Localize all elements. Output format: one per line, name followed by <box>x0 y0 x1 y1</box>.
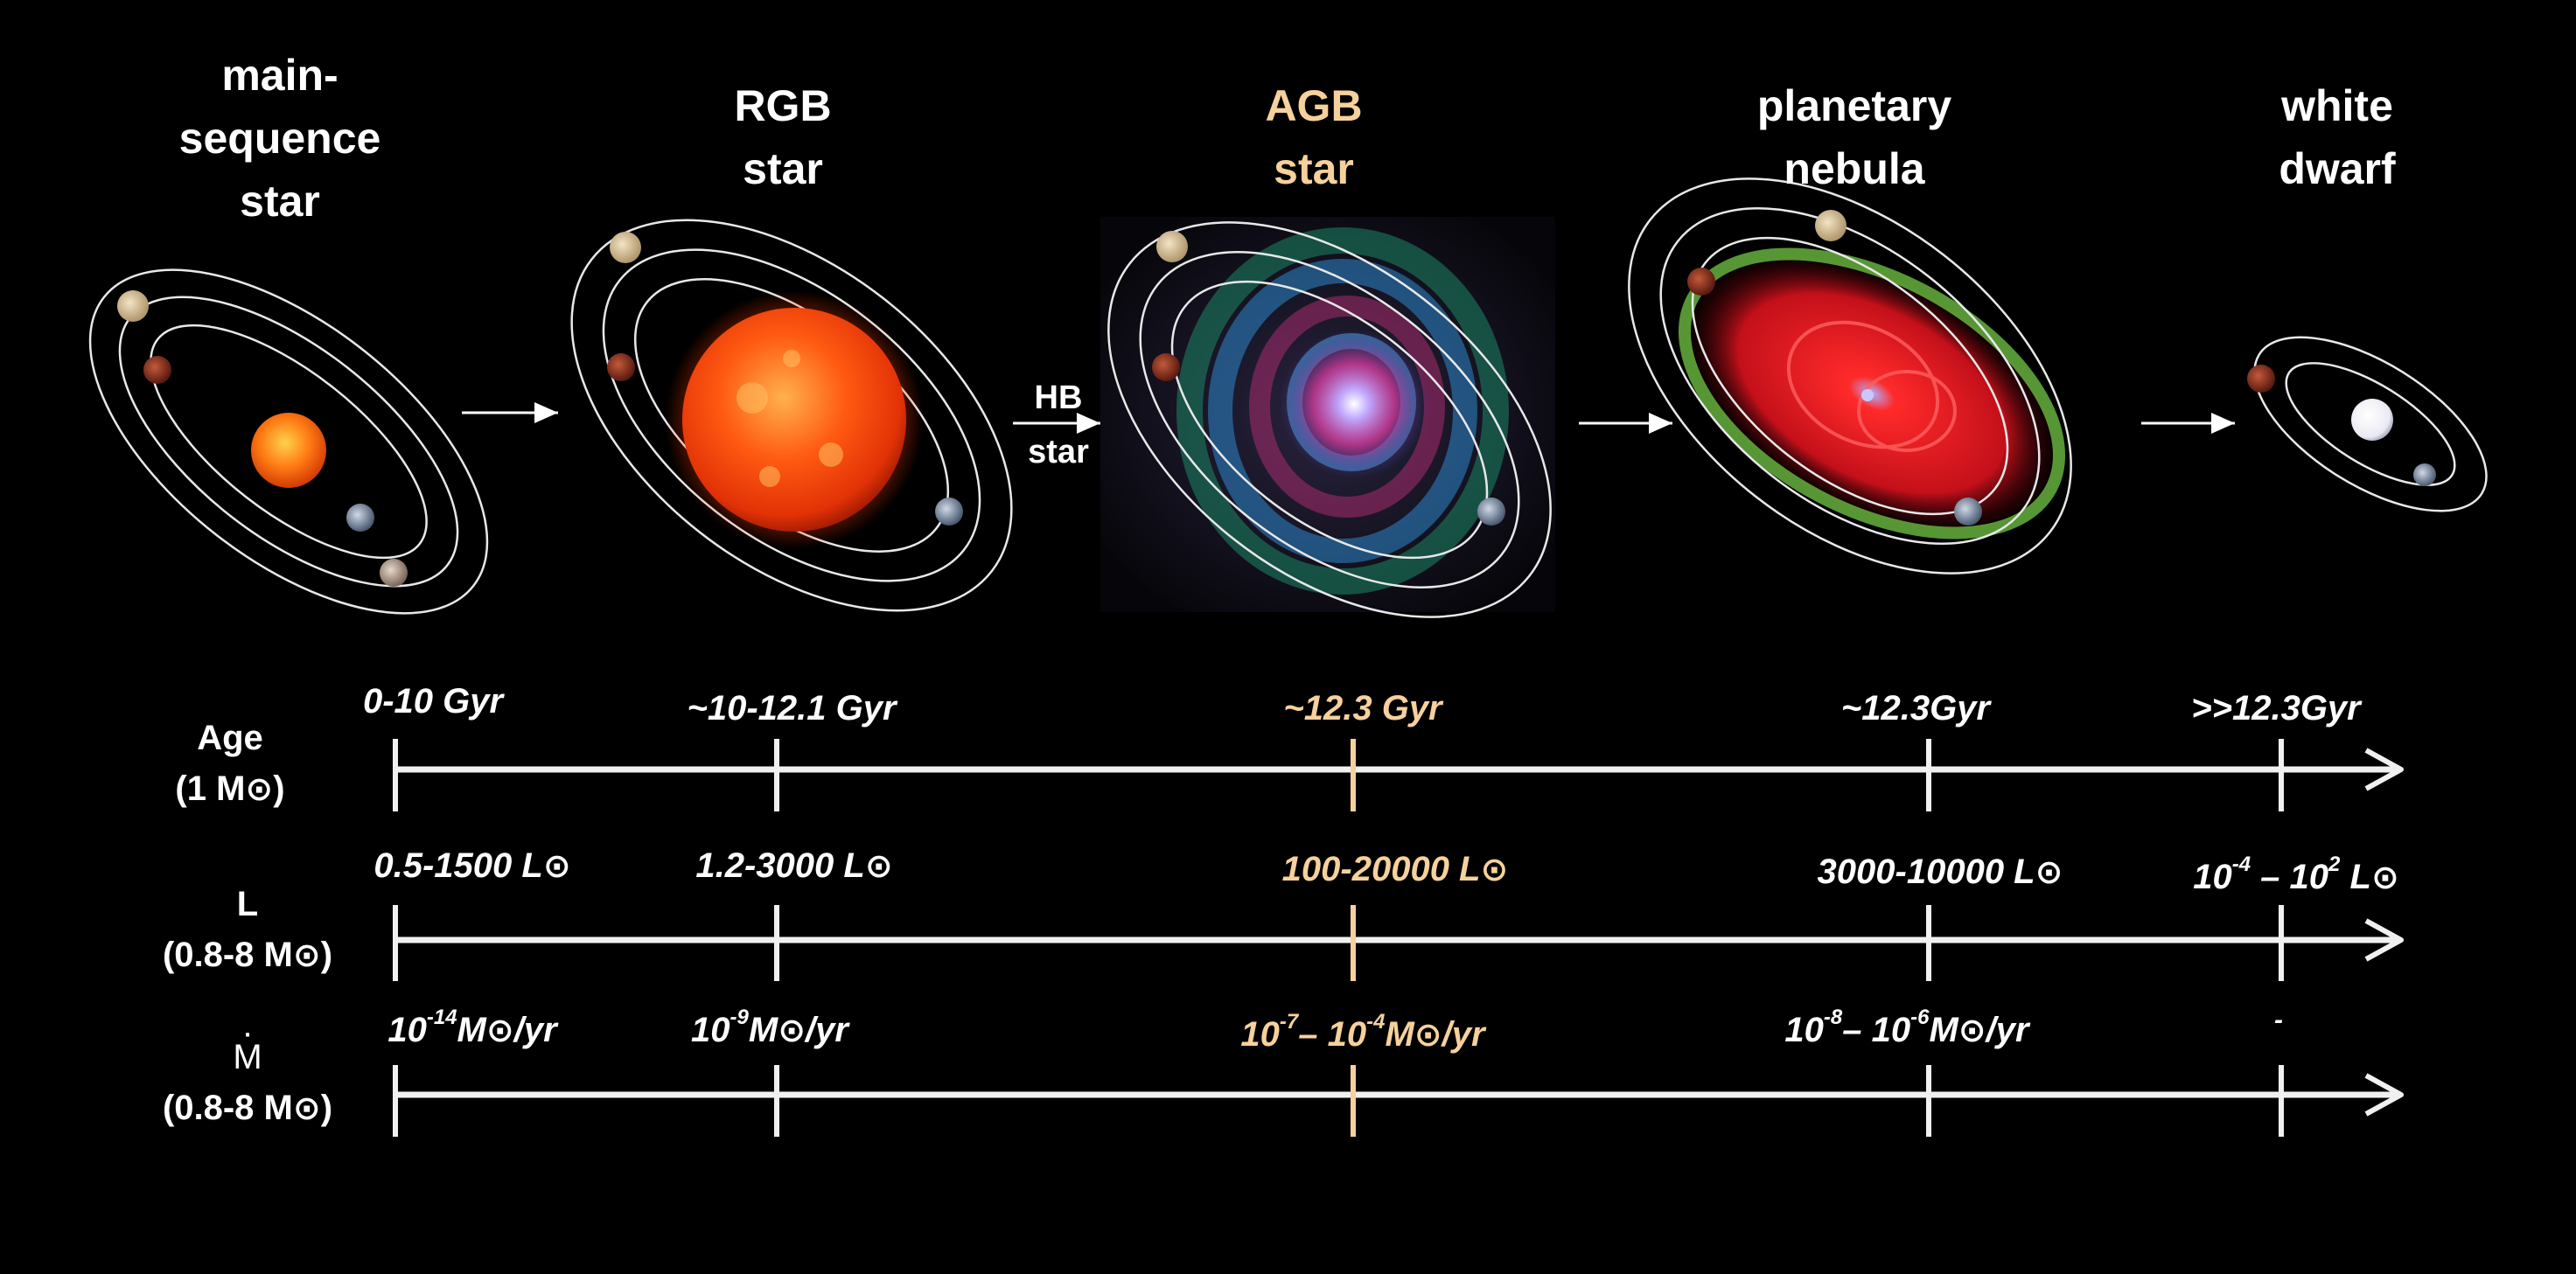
stage-label-main-sequence: main- sequence star <box>178 51 381 226</box>
row-label-mass-loss: · M (0.8-8 M⊙) <box>162 1013 333 1127</box>
white-dwarf-icon <box>2351 399 2393 441</box>
row-label-age: Age (1 M⊙) <box>175 719 285 808</box>
jupiter-icon <box>1815 210 1846 241</box>
earth-icon <box>1477 498 1505 526</box>
jupiter-icon <box>117 290 149 322</box>
age-value-white-dwarf: >>12.3Gyr <box>2191 689 2361 728</box>
earth-icon <box>2413 463 2436 486</box>
mars-icon <box>607 353 635 381</box>
rgb-star-illustration <box>570 219 1013 612</box>
luminosity-value-main-sequence: 0.5-1500 L⊙ <box>373 846 571 885</box>
planetary-nebula-illustration <box>1628 178 2072 574</box>
mass-loss-value-white-dwarf: - <box>2274 1006 2283 1034</box>
age-value-planetary-nebula: ~12.3Gyr <box>1840 689 1991 728</box>
luminosity-value-white-dwarf: 10-4 – 102 L⊙ <box>2193 853 2399 896</box>
mercury-icon <box>380 559 408 587</box>
hb-star-label: HB star <box>1028 379 1089 470</box>
luminosity-value-planetary-nebula: 3000-10000 L⊙ <box>1817 853 2063 891</box>
mass-loss-timeline <box>393 1065 2404 1137</box>
mars-icon <box>143 356 171 384</box>
luminosity-value-agb: 100-20000 L⊙ <box>1281 850 1509 888</box>
mass-loss-value-main-sequence: 10-14M⊙/yr <box>387 1006 557 1049</box>
stage-label-planetary-nebula: planetary nebula <box>1756 81 1952 193</box>
age-timeline <box>393 739 2404 811</box>
jupiter-icon <box>610 232 641 263</box>
mars-icon <box>1152 353 1180 381</box>
white-dwarf-illustration <box>2247 336 2488 512</box>
earth-icon <box>346 504 374 532</box>
red-giant-star-icon <box>682 308 906 532</box>
mars-icon <box>2247 365 2275 393</box>
luminosity-timeline <box>393 905 2404 981</box>
jupiter-icon <box>1156 231 1188 262</box>
row-label-luminosity: L (0.8-8 M⊙) <box>162 885 333 974</box>
main-sequence-star-icon <box>251 413 326 488</box>
earth-icon <box>1954 498 1982 526</box>
age-value-main-sequence: 0-10 Gyr <box>362 682 504 721</box>
age-value-rgb: ~10-12.1 Gyr <box>687 689 897 728</box>
luminosity-value-rgb: 1.2-3000 L⊙ <box>695 846 893 885</box>
mass-loss-value-rgb: 10-9M⊙/yr <box>691 1006 848 1049</box>
main-sequence-star-illustration <box>88 268 489 615</box>
stage-label-rgb: RGB star <box>734 81 832 193</box>
mass-loss-value-planetary-nebula: 10-8– 10-6M⊙/yr <box>1784 1006 2029 1049</box>
age-value-agb: ~12.3 Gyr <box>1283 689 1442 728</box>
stage-label-white-dwarf: white dwarf <box>2279 81 2396 193</box>
earth-icon <box>935 498 963 526</box>
agb-star-illustration <box>1100 217 1555 618</box>
stage-label-agb: AGB star <box>1265 81 1363 193</box>
mass-loss-value-agb: 10-7– 10-4M⊙/yr <box>1240 1010 1485 1054</box>
mars-icon <box>1687 268 1715 296</box>
